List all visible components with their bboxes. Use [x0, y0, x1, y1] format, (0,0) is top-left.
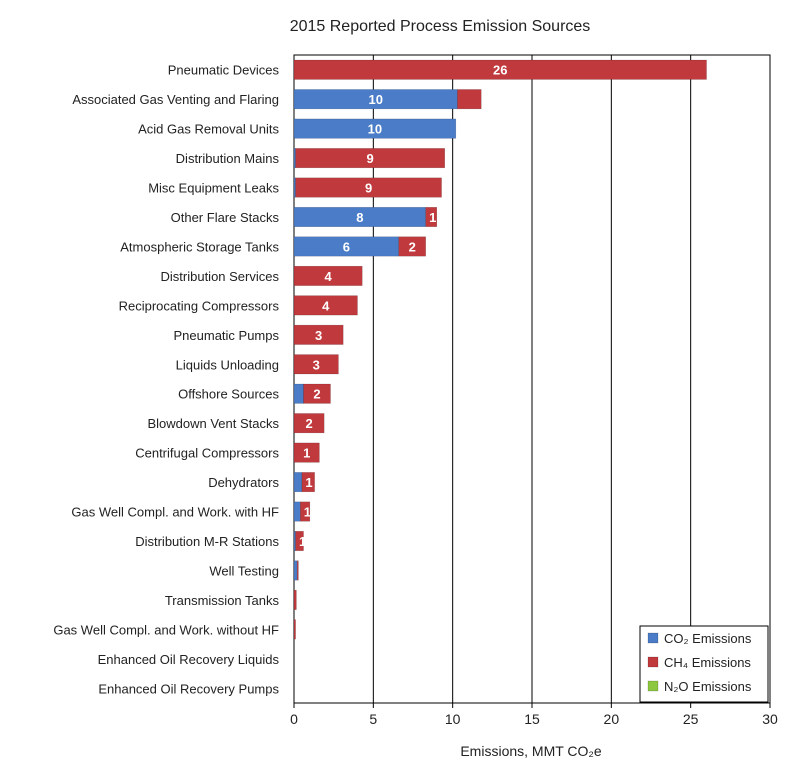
bar-segment — [293, 413, 325, 434]
data-label: 10 — [368, 122, 382, 137]
category-labels: Pneumatic Devices Associated Gas Venting … — [53, 63, 279, 697]
category-label: Transmission Tanks — [165, 593, 280, 608]
legend-swatch — [647, 680, 659, 692]
category-label: Other Flare Stacks — [171, 210, 280, 225]
category-label: Well Testing — [209, 563, 279, 578]
data-label: 1 — [305, 475, 312, 490]
category-label: Misc Equipment Leaks — [148, 181, 279, 196]
x-tick-label: 20 — [604, 711, 620, 727]
data-label: 10 — [368, 92, 382, 107]
bar-segment — [295, 531, 304, 551]
legend-swatch — [647, 632, 659, 644]
x-axis: 0 5 10 15 20 25 30 — [290, 703, 778, 727]
bar-segment — [293, 619, 296, 640]
legend: CO₂ Emissions CH₄ Emissions N₂O Emissions — [639, 625, 769, 703]
category-label: Liquids Unloading — [176, 357, 279, 372]
x-tick-label: 0 — [290, 711, 298, 727]
bar-segment — [293, 118, 457, 139]
category-label: Distribution Mains — [176, 151, 280, 166]
category-label: Distribution Services — [161, 269, 280, 284]
category-label: Reciprocating Compressors — [119, 298, 280, 313]
bar-segment — [293, 501, 301, 522]
category-label: Enhanced Oil Recovery Pumps — [98, 681, 279, 696]
category-label: Centrifugal Compressors — [135, 446, 279, 461]
data-label: 1 — [429, 210, 436, 225]
bar-segment — [293, 383, 304, 404]
legend-entry: CH₄ Emissions — [664, 655, 751, 670]
bar-segment — [295, 177, 442, 198]
category-label: Atmospheric Storage Tanks — [120, 239, 279, 254]
data-label: 3 — [315, 328, 322, 343]
data-label: 1 — [299, 534, 306, 549]
bar-segment — [293, 265, 363, 286]
category-label: Offshore Sources — [178, 387, 279, 402]
x-tick-label: 10 — [445, 711, 461, 727]
data-label: 2 — [313, 387, 320, 402]
data-label: 6 — [343, 239, 350, 254]
category-label: Gas Well Compl. and Work. with HF — [71, 505, 279, 520]
data-label: 26 — [493, 63, 507, 78]
legend-entry: CO₂ Emissions — [664, 631, 752, 646]
category-label: Gas Well Compl. and Work. without HF — [53, 622, 279, 637]
x-tick-label: 25 — [683, 711, 699, 727]
category-label: Pneumatic Pumps — [174, 328, 280, 343]
category-label: Distribution M-R Stations — [135, 534, 279, 549]
bar-segment — [300, 501, 311, 522]
data-label: 3 — [313, 357, 320, 372]
data-label: 1 — [303, 446, 310, 461]
category-label: Pneumatic Devices — [168, 63, 280, 78]
bar-segment — [303, 383, 331, 404]
bar-segment — [293, 442, 320, 463]
bar-segment — [398, 236, 426, 257]
bar-segment — [293, 354, 339, 375]
bar-segment — [301, 472, 315, 493]
x-tick-label: 5 — [369, 711, 377, 727]
category-label: Enhanced Oil Recovery Liquids — [98, 652, 280, 667]
bar-segment — [425, 207, 438, 227]
category-label: Dehydrators — [208, 475, 279, 490]
category-label: Acid Gas Removal Units — [138, 122, 279, 137]
bar-segment — [293, 295, 358, 316]
legend-swatch — [647, 656, 659, 668]
data-label: 8 — [356, 210, 363, 225]
bar-segment — [296, 560, 299, 581]
data-label: 9 — [367, 151, 374, 166]
bar-segment — [293, 472, 303, 493]
data-label: 1 — [304, 505, 311, 520]
chart-title: 2015 Reported Process Emission Sources — [290, 18, 591, 35]
bar-segment — [295, 148, 445, 169]
legend-box — [639, 625, 769, 703]
category-label: Blowdown Vent Stacks — [147, 416, 279, 431]
bar-segment — [293, 589, 297, 610]
bar-segment — [293, 59, 707, 80]
data-label: 2 — [409, 239, 416, 254]
bar-segment — [293, 560, 298, 581]
data-label: 2 — [305, 416, 312, 431]
data-label: 4 — [322, 298, 330, 313]
category-label: Associated Gas Venting and Flaring — [72, 92, 279, 107]
x-tick-label: 15 — [524, 711, 540, 727]
bar-segment — [293, 324, 344, 345]
x-axis-label: Emissions, MMT CO₂e — [460, 743, 602, 759]
x-tick-label: 30 — [762, 711, 778, 727]
bar-segment — [457, 89, 482, 110]
legend-entry: N₂O Emissions — [664, 679, 752, 694]
data-label: 4 — [324, 269, 332, 284]
data-label: 9 — [365, 181, 372, 196]
